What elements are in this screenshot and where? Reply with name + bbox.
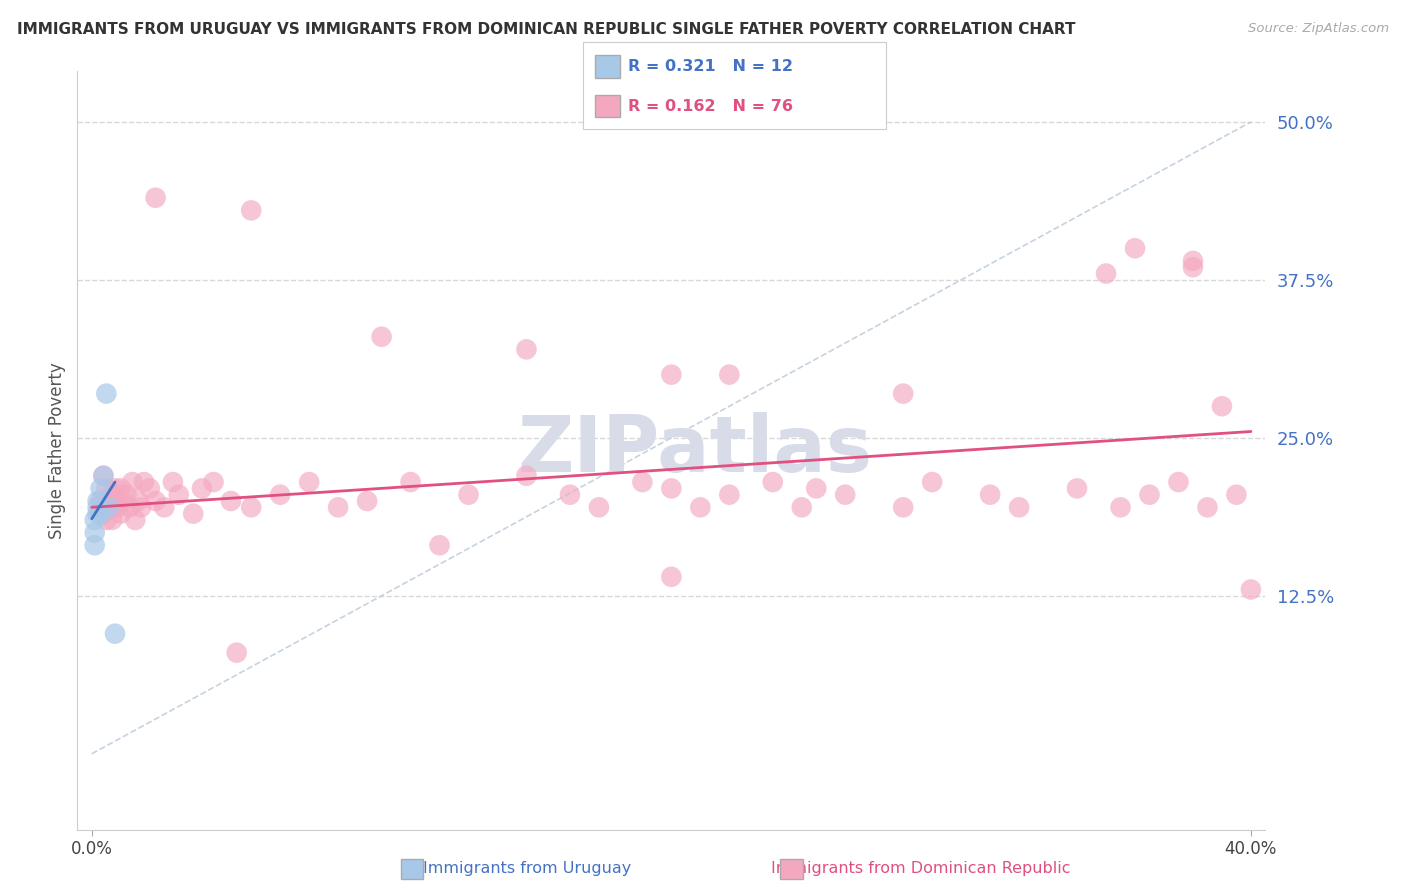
Point xyxy=(181,507,204,521)
Text: Immigrants from Uruguay: Immigrants from Uruguay xyxy=(423,862,631,876)
Point xyxy=(104,482,127,496)
Point xyxy=(129,500,152,515)
Point xyxy=(1211,399,1233,413)
Y-axis label: Single Father Poverty: Single Father Poverty xyxy=(48,362,66,539)
Point xyxy=(93,468,115,483)
Text: R = 0.162   N = 76: R = 0.162 N = 76 xyxy=(628,99,793,113)
Point xyxy=(1167,475,1189,489)
Point xyxy=(96,386,118,401)
Point xyxy=(1139,488,1161,502)
Point xyxy=(1066,482,1088,496)
Point xyxy=(979,488,1001,502)
Point xyxy=(1109,500,1132,515)
Point xyxy=(115,488,138,502)
Point xyxy=(127,494,149,508)
Point xyxy=(370,330,392,344)
Point xyxy=(98,500,121,515)
Point xyxy=(240,203,263,218)
Point xyxy=(790,500,813,515)
Point xyxy=(104,626,127,640)
Point xyxy=(1225,488,1247,502)
Point xyxy=(118,500,141,515)
Point xyxy=(225,646,247,660)
Text: R = 0.321   N = 12: R = 0.321 N = 12 xyxy=(628,60,793,74)
Point xyxy=(1240,582,1263,597)
Point xyxy=(89,494,111,508)
Point xyxy=(326,500,349,515)
Point xyxy=(98,500,121,515)
Point xyxy=(153,500,176,515)
Point xyxy=(1008,500,1031,515)
Point xyxy=(86,507,108,521)
Point xyxy=(515,468,537,483)
Point xyxy=(891,500,914,515)
Point xyxy=(191,482,214,496)
Point xyxy=(86,494,108,508)
Point xyxy=(834,488,856,502)
Point xyxy=(132,475,155,489)
Point xyxy=(121,475,143,489)
Point xyxy=(399,475,422,489)
Point xyxy=(107,488,129,502)
Text: Immigrants from Dominican Republic: Immigrants from Dominican Republic xyxy=(770,862,1071,876)
Point xyxy=(145,494,167,508)
Point xyxy=(806,482,828,496)
Point xyxy=(101,513,124,527)
Point xyxy=(1181,254,1204,268)
Point xyxy=(93,507,115,521)
Point xyxy=(762,475,785,489)
Point xyxy=(83,513,105,527)
Point xyxy=(167,488,190,502)
Point xyxy=(269,488,291,502)
Point xyxy=(110,507,132,521)
Point xyxy=(588,500,610,515)
Point xyxy=(661,570,683,584)
Point xyxy=(89,482,111,496)
Point xyxy=(457,488,479,502)
Point xyxy=(1181,260,1204,275)
Text: ZIPatlas: ZIPatlas xyxy=(517,412,873,489)
Point xyxy=(661,368,683,382)
Point xyxy=(219,494,242,508)
Point xyxy=(718,368,741,382)
Point xyxy=(202,475,225,489)
Point xyxy=(83,538,105,552)
Point xyxy=(86,500,108,515)
Point xyxy=(124,513,146,527)
Point xyxy=(110,482,132,496)
Point xyxy=(145,191,167,205)
Point xyxy=(718,488,741,502)
Point xyxy=(93,468,115,483)
Point xyxy=(429,538,451,552)
Point xyxy=(162,475,184,489)
Point xyxy=(98,494,121,508)
Point xyxy=(96,482,118,496)
Point xyxy=(1095,267,1118,281)
Point xyxy=(89,507,111,521)
Text: Source: ZipAtlas.com: Source: ZipAtlas.com xyxy=(1249,22,1389,36)
Point xyxy=(891,386,914,401)
Point xyxy=(83,525,105,540)
Point xyxy=(139,482,162,496)
Point xyxy=(112,494,135,508)
Point xyxy=(96,513,118,527)
Point xyxy=(689,500,711,515)
Point xyxy=(558,488,581,502)
Point xyxy=(356,494,378,508)
Text: IMMIGRANTS FROM URUGUAY VS IMMIGRANTS FROM DOMINICAN REPUBLIC SINGLE FATHER POVE: IMMIGRANTS FROM URUGUAY VS IMMIGRANTS FR… xyxy=(17,22,1076,37)
Point xyxy=(298,475,321,489)
Point xyxy=(240,500,263,515)
Point xyxy=(1123,241,1146,255)
Point xyxy=(104,500,127,515)
Point xyxy=(1197,500,1219,515)
Point xyxy=(661,482,683,496)
Point xyxy=(515,343,537,357)
Point xyxy=(631,475,654,489)
Point xyxy=(107,500,129,515)
Point xyxy=(101,488,124,502)
Point xyxy=(921,475,943,489)
